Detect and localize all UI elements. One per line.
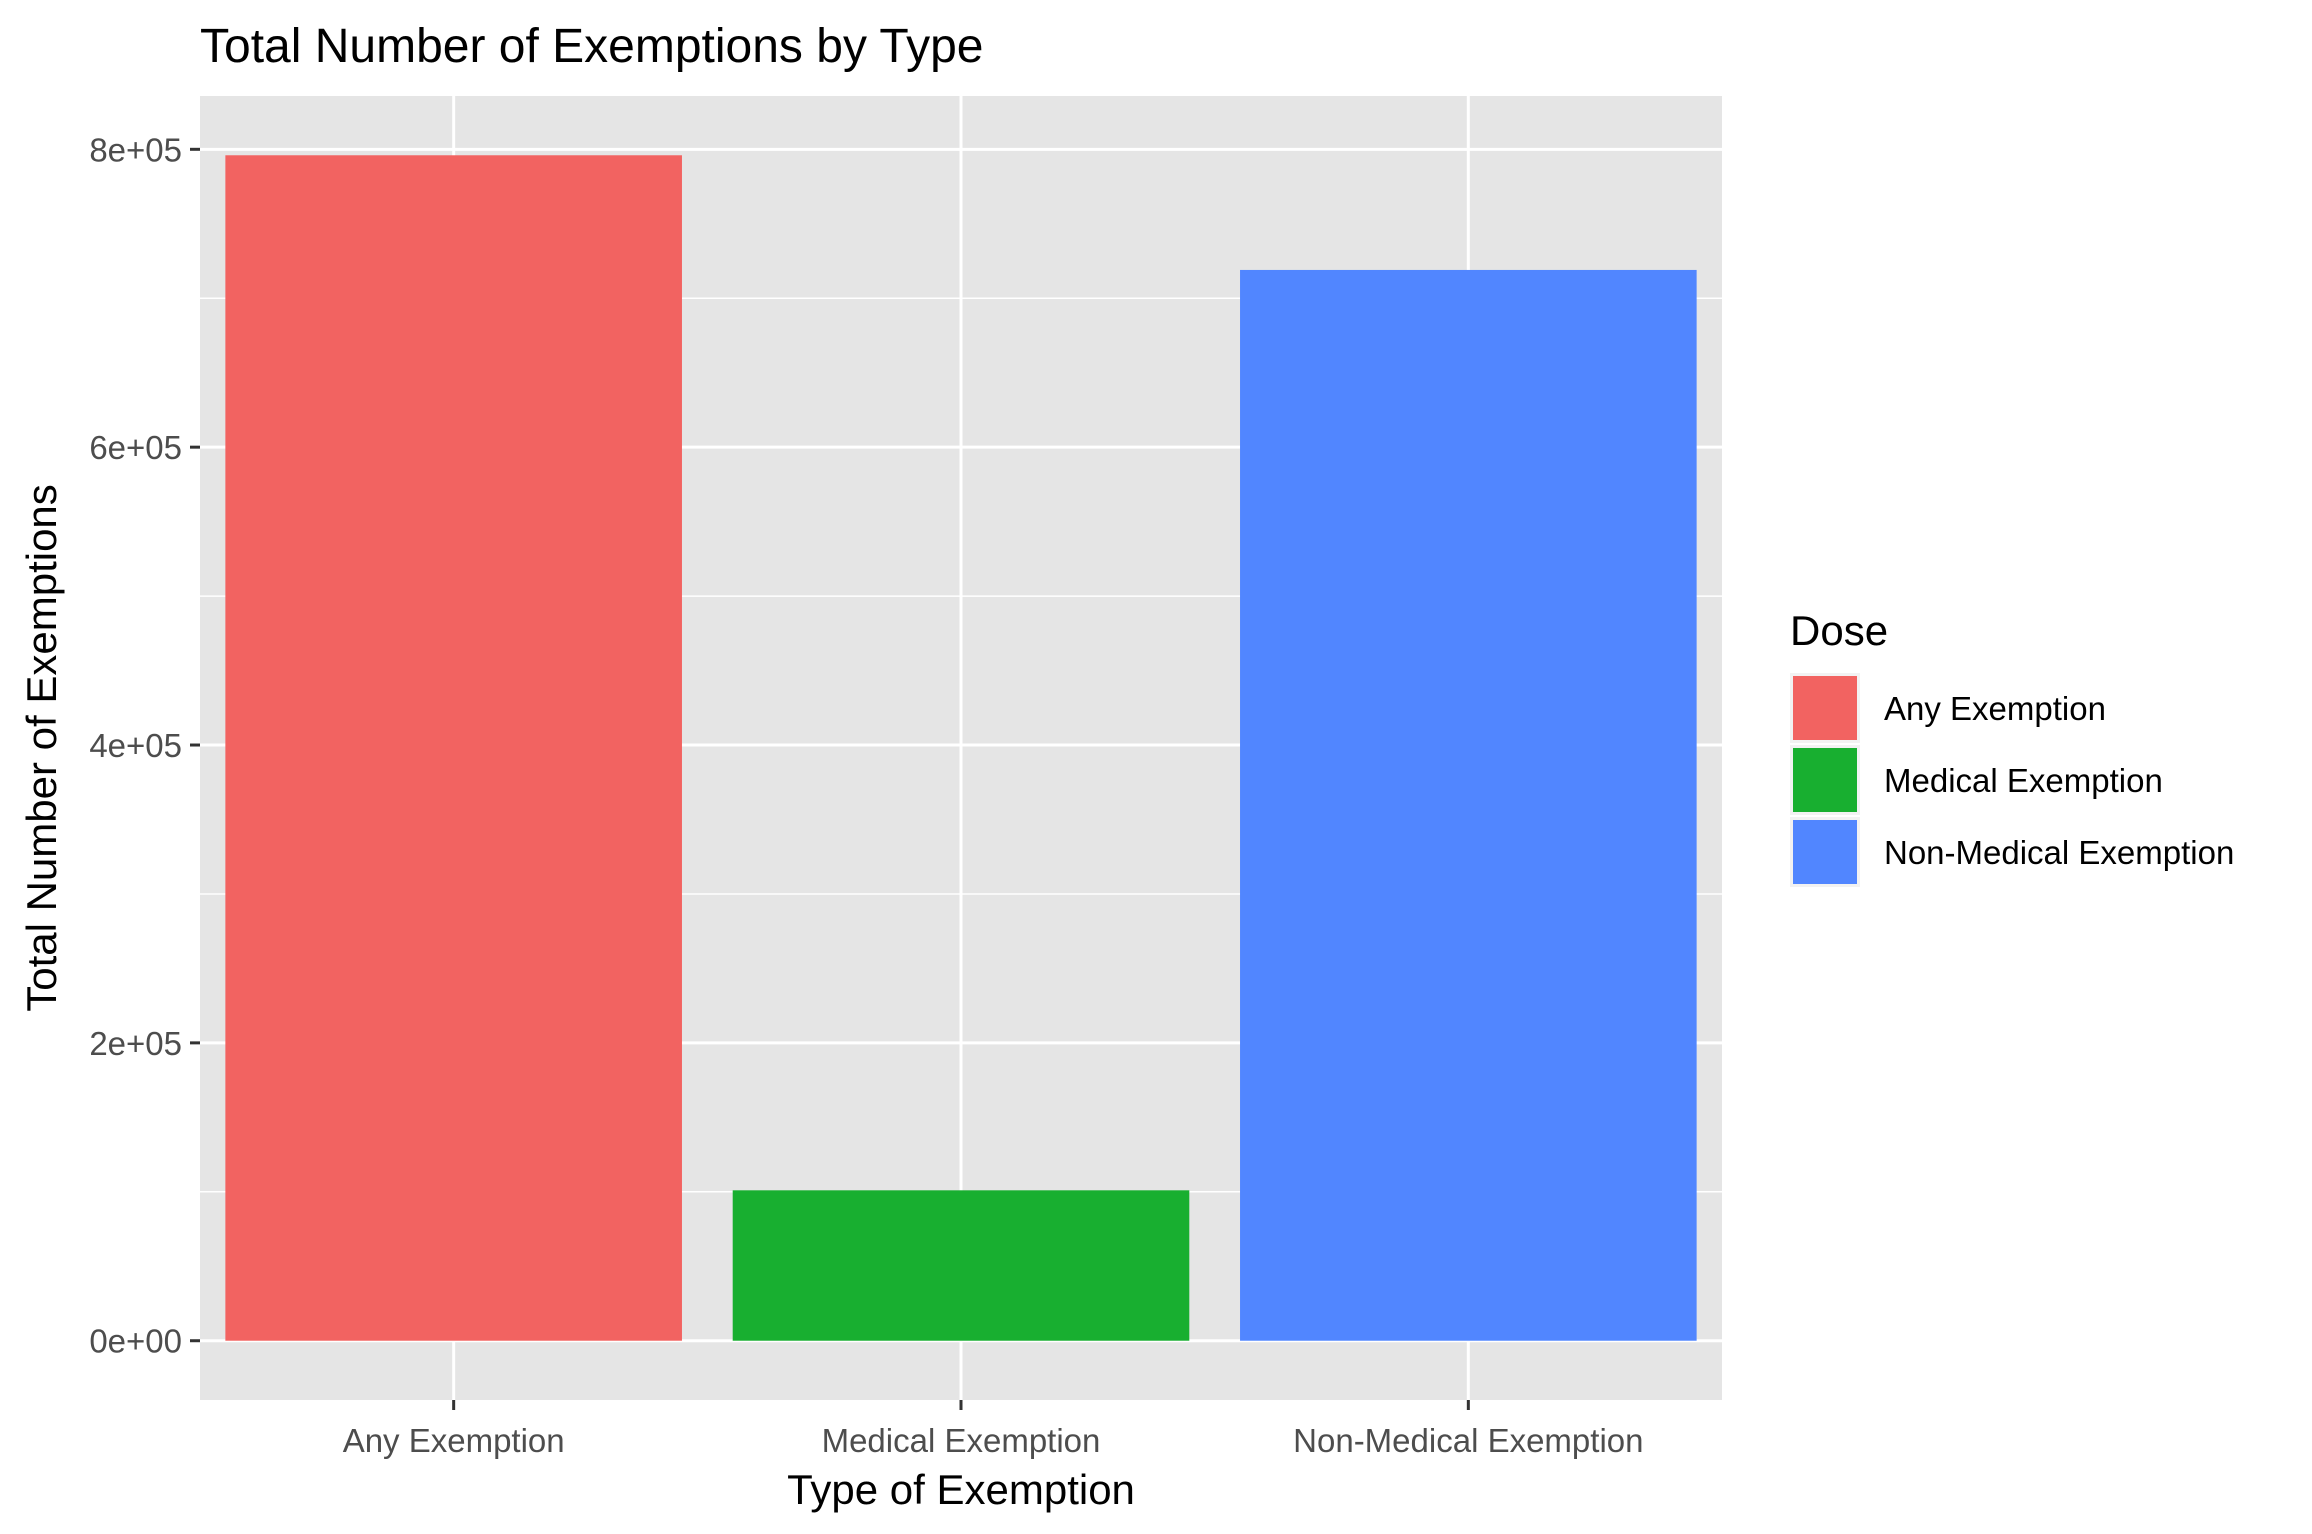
y-tick-label: 6e+05 — [89, 429, 182, 466]
bar-medical-exemption — [732, 1190, 1190, 1341]
x-tick-label: Medical Exemption — [822, 1422, 1101, 1459]
legend-label: Non-Medical Exemption — [1884, 834, 2234, 871]
y-tick-label: 0e+00 — [89, 1323, 182, 1360]
y-axis: 0e+00 2e+05 4e+05 6e+05 8e+05 — [89, 131, 200, 1360]
x-tick-label: Any Exemption — [343, 1422, 565, 1459]
bar-any-exemption — [225, 155, 682, 1341]
legend-label: Any Exemption — [1884, 690, 2106, 727]
chart-title: Total Number of Exemptions by Type — [200, 20, 984, 73]
x-axis-title: Type of Exemption — [787, 1466, 1135, 1513]
legend-swatch — [1793, 676, 1857, 740]
legend-swatch — [1793, 820, 1857, 884]
legend-items: Any Exemption Medical Exemption Non-Medica… — [1790, 673, 2234, 887]
bar-non-medical-exemption — [1240, 269, 1697, 1341]
legend-label: Medical Exemption — [1884, 762, 2163, 799]
y-tick-label: 8e+05 — [89, 131, 182, 168]
y-tick-label: 2e+05 — [89, 1025, 182, 1062]
x-axis: Any Exemption Medical Exemption Non-Medica… — [343, 1400, 1643, 1459]
legend-swatch — [1793, 748, 1857, 812]
y-tick-label: 4e+05 — [89, 727, 182, 764]
x-tick-label: Non-Medical Exemption — [1293, 1422, 1643, 1459]
bars — [225, 155, 1697, 1341]
y-axis-title: Total Number of Exemptions — [18, 484, 65, 1012]
legend: Dose Any Exemption Medical Exemption Non-M… — [1790, 607, 2234, 887]
legend-title: Dose — [1790, 607, 1888, 654]
